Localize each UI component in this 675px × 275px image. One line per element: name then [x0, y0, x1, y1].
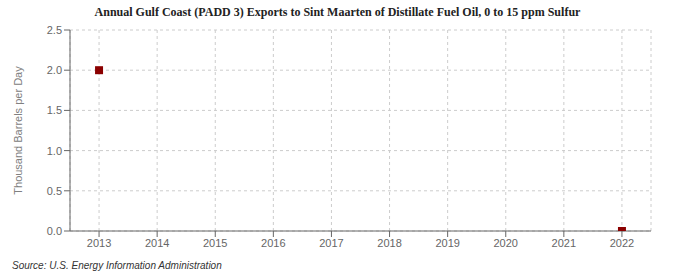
- svg-text:2.5: 2.5: [47, 24, 62, 36]
- svg-text:0.0: 0.0: [47, 225, 62, 237]
- svg-text:2018: 2018: [377, 237, 401, 249]
- svg-text:2017: 2017: [319, 237, 343, 249]
- svg-text:0.5: 0.5: [47, 185, 62, 197]
- svg-text:2.0: 2.0: [47, 64, 62, 76]
- svg-text:1.5: 1.5: [47, 104, 62, 116]
- svg-text:1.0: 1.0: [47, 145, 62, 157]
- html-text:Annual Gulf Coast (PADD 3) Exp: Annual Gulf Coast (PADD 3) Exports to Si…: [94, 5, 581, 19]
- svg-text:2016: 2016: [261, 237, 285, 249]
- svg-text:2022: 2022: [610, 237, 634, 249]
- html-text:Source: U.S. Energy Informatio: Source: U.S. Energy Information Administ…: [12, 260, 222, 271]
- svg-text:2021: 2021: [552, 237, 576, 249]
- svg-text:Thousand Barrels per Day: Thousand Barrels per Day: [12, 66, 24, 195]
- svg-text:2015: 2015: [203, 237, 227, 249]
- svg-text:2019: 2019: [435, 237, 459, 249]
- svg-text:2014: 2014: [145, 237, 169, 249]
- svg-text:2013: 2013: [87, 237, 111, 249]
- svg-text:2020: 2020: [494, 237, 518, 249]
